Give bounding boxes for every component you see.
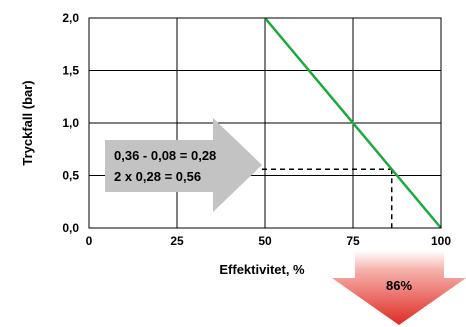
x-tick-label: 0 (86, 234, 93, 248)
series-group (264, 17, 442, 229)
series-line-0 (264, 17, 442, 229)
x-axis-title: Effektivitet, % (219, 262, 305, 277)
reading-guides (262, 168, 393, 232)
result-arrow: 86% (332, 251, 466, 325)
annotation-arrow: 0,36 - 0,08 = 0,28 2 x 0,28 = 0,56 (105, 118, 262, 212)
x-tick-label: 25 (170, 234, 184, 248)
annotation-line-2: 2 x 0,28 = 0,56 (114, 169, 201, 184)
y-tick-labels: 0,0 0,5 1,0 1,5 2,0 (62, 11, 79, 235)
y-tick-label: 0,5 (62, 169, 79, 183)
y-tick-label: 1,5 (62, 64, 79, 78)
y-axis-title: Tryckfall (bar) (20, 80, 35, 165)
x-tick-label: 50 (258, 234, 272, 248)
x-tick-labels: 0 25 50 75 100 (86, 234, 452, 248)
x-tick-label: 100 (431, 234, 451, 248)
y-tick-label: 0,0 (62, 221, 79, 235)
result-arrow-shape (332, 251, 466, 325)
plot-border (88, 17, 442, 229)
annotation-line-1: 0,36 - 0,08 = 0,28 (114, 148, 216, 163)
y-tick-label: 2,0 (62, 11, 79, 25)
annotation-arrow-shape (105, 118, 262, 212)
result-label: 86% (386, 278, 412, 293)
grid (89, 18, 441, 228)
x-tick-label: 75 (346, 234, 360, 248)
y-tick-label: 1,0 (62, 116, 79, 130)
plot-frame (88, 17, 442, 229)
